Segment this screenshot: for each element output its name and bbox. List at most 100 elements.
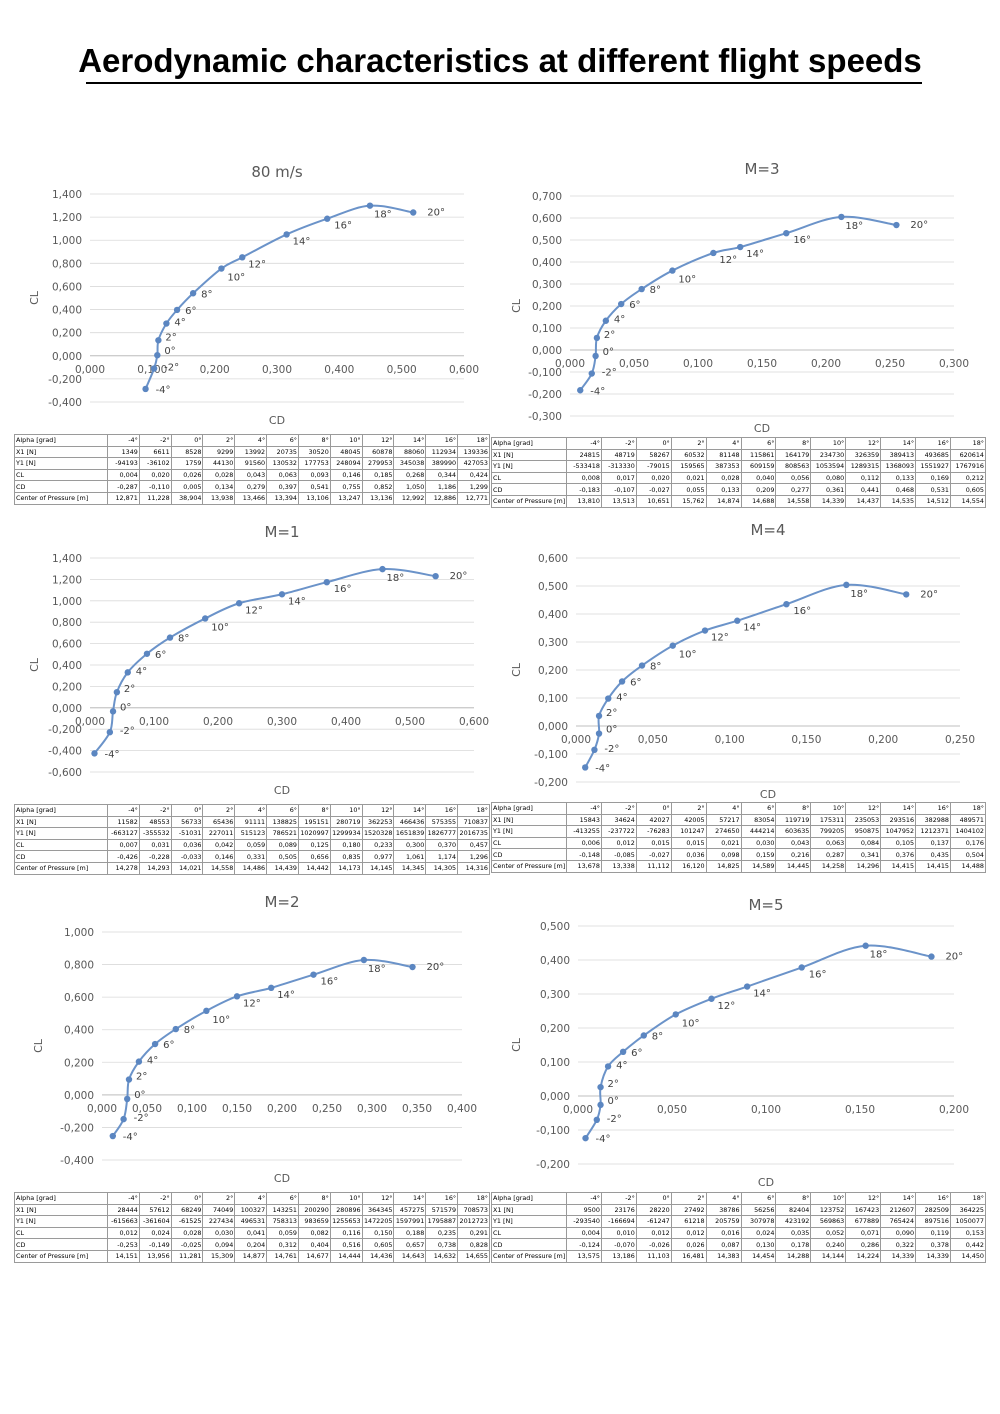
y-tick-label: 0,200 (52, 328, 82, 340)
table-cell: 0,312 (266, 1238, 299, 1251)
table-cell: 799205 (810, 825, 847, 838)
x-tick-label: 0,100 (751, 1104, 781, 1116)
table-cell: 0,020 (635, 471, 672, 485)
data-point-2 (595, 712, 603, 720)
table-row: Center of Pressure [m] 13,810 13,513 10,651… (491, 494, 987, 508)
table-cell: 100327 (234, 1203, 268, 1217)
table-cell: 34624 (600, 813, 637, 827)
table-row: CD -0,183 -0,107 -0,027 0,055 0,133 0,209 0,277… (491, 483, 987, 496)
table-cell: 0,150 (361, 1226, 395, 1240)
table-cell: 112934 (425, 445, 459, 459)
table-cell: 14,258 (810, 859, 847, 873)
series-line (584, 583, 907, 768)
table-cell: -61247 (635, 1215, 672, 1228)
data-point-0 (597, 1101, 604, 1109)
table-cell: 15,762 (670, 494, 707, 508)
chart-title: M=5 (748, 896, 783, 914)
table-cell: 20735 (266, 445, 299, 459)
table-cell: -0,287 (107, 480, 140, 493)
table-cell: 0,397 (266, 480, 299, 493)
table-cell: 0,028 (705, 471, 742, 485)
table-cell: 212607 (880, 1203, 917, 1217)
table-cell: 0,030 (740, 836, 777, 850)
table-cell: 14,439 (266, 861, 299, 875)
table-cell: 0,012 (635, 1226, 672, 1240)
row-header: Alpha [grad] (491, 1192, 567, 1205)
table-cell: -0,025 (170, 1238, 204, 1251)
table-row: X1 [N] 11582 48553 56733 65436 91111 138825 195… (14, 815, 490, 829)
x-tick-label: 0,400 (331, 716, 361, 728)
table-cell: 159565 (670, 460, 707, 473)
table-cell: 280719 (329, 815, 363, 829)
table-cell: 0,424 (457, 468, 490, 482)
table-cell: -0,124 (566, 1238, 602, 1251)
table-cell: 10° (329, 804, 363, 817)
table-cell: 14,643 (393, 1249, 427, 1263)
table-row: Center of Pressure [m] 14,151 13,956 11,281… (14, 1249, 490, 1263)
point-label-2: 2° (124, 684, 135, 695)
table-cell: 427053 (457, 457, 490, 470)
x-tick-label: 0,150 (791, 734, 821, 746)
point-label-12: 12° (711, 633, 729, 644)
table-cell: 0,105 (880, 836, 917, 850)
table-cell: 1795887 (425, 1215, 459, 1228)
table-cell: 44130 (202, 457, 236, 470)
table-cell: 13,678 (566, 859, 602, 873)
data-point-4 (135, 1058, 143, 1065)
table-cell: 13992 (234, 445, 268, 459)
point-label-2: 2° (165, 332, 176, 343)
table-cell: 0,216 (775, 848, 812, 861)
y-tick-label: 0,200 (540, 1023, 570, 1035)
data-point-0 (592, 352, 599, 360)
point-label-4: 4° (614, 315, 625, 326)
point-label-0: 0° (603, 347, 614, 358)
point-label-18: 18° (850, 589, 868, 600)
table-cell: 1289315 (845, 460, 882, 473)
table-cell: 12° (845, 802, 882, 815)
table-cell: 280896 (329, 1203, 363, 1217)
data-point-10 (672, 1011, 679, 1018)
data-point-6 (173, 306, 181, 314)
table-row: Alpha [grad] -4° -2° 0° 2° 4° 6° 8° 10° 12° 14° 16°… (14, 804, 490, 817)
table-cell: 0,015 (635, 836, 672, 850)
table-cell: 0° (170, 434, 204, 447)
table-cell: 1651839 (393, 827, 427, 840)
table-cell: 786521 (266, 827, 299, 840)
table-cell: -413255 (566, 825, 602, 838)
table-cell: 14,415 (915, 859, 951, 873)
table-cell: 27492 (670, 1203, 707, 1217)
table-row: CL 0,006 0,012 0,015 0,015 0,021 0,030 0,043 0,0… (491, 836, 987, 850)
table-cell: 14,345 (393, 861, 427, 875)
table-cell: 11,112 (635, 859, 672, 873)
x-tick-label: 0,250 (945, 734, 975, 746)
table-cell: 0,125 (297, 838, 331, 852)
table-cell: -79015 (635, 460, 672, 473)
row-header: CD (491, 483, 567, 496)
data-table-m5: Alpha [grad] -4° -2° 0° 2° 4° 6° 8° 10° 12° 14° 16°… (491, 1192, 987, 1263)
table-cell: 0,021 (670, 471, 707, 485)
table-row: Y1 [N] -663127 -355532 -51031 227011 515123 78… (14, 827, 490, 840)
data-point-14 (737, 243, 744, 251)
y-tick-label: -0,400 (48, 397, 82, 409)
table-cell: 0,087 (705, 1238, 742, 1251)
y-axis-title: CL (510, 1037, 523, 1052)
x-tick-label: 0,000 (561, 734, 591, 746)
table-cell: 0,035 (775, 1226, 812, 1240)
table-cell: 0,835 (329, 850, 363, 863)
point-label-14: 14° (288, 596, 306, 607)
table-cell: 235053 (845, 813, 882, 827)
table-cell: 14,688 (740, 494, 777, 508)
table-cell: 389990 (425, 457, 459, 470)
chart-m3: M=3-0,300-0,200-0,1000,0000,1000,2000,30… (510, 160, 969, 435)
data-table-m4: Alpha [grad] -4° -2° 0° 2° 4° 6° 8° 10° 12° 14° 16°… (491, 802, 987, 873)
table-cell: 14,316 (457, 861, 490, 875)
point-label-8: 8° (652, 1031, 663, 1042)
table-cell: 0,279 (234, 480, 268, 493)
row-header: CL (14, 838, 108, 852)
point-label-0: 0° (164, 346, 175, 357)
y-tick-label: -0,400 (60, 1155, 94, 1167)
table-cell: 195151 (297, 815, 331, 829)
table-cell: -4° (107, 1192, 140, 1205)
table-cell: 708573 (457, 1203, 490, 1217)
table-cell: 0,012 (670, 1226, 707, 1240)
